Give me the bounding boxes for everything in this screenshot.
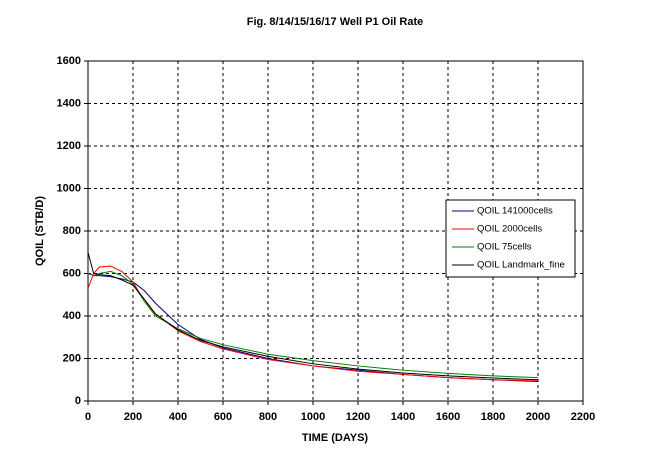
x-tick-label: 800 (259, 411, 277, 423)
x-tick-label: 400 (169, 411, 187, 423)
y-axis-title: QOIL (STB/D) (34, 196, 46, 266)
x-tick-label: 1000 (301, 411, 325, 423)
y-tick-label: 400 (63, 310, 81, 322)
y-tick-label: 1400 (57, 97, 81, 109)
series-line (87, 265, 539, 382)
legend-box (445, 199, 576, 278)
series-line (87, 252, 539, 381)
y-tick-label: 1200 (57, 140, 81, 152)
y-tick-label: 800 (63, 225, 81, 237)
chart-title: Fig. 8/14/15/16/17 Well P1 Oil Rate (247, 16, 424, 28)
y-tick-label: 200 (63, 352, 81, 364)
legend-label: QOIL 75cells (477, 242, 532, 253)
y-tick-label: 1600 (57, 55, 81, 67)
x-axis-title: TIME (DAYS) (302, 432, 369, 444)
plot-border (87, 60, 584, 402)
x-tick-label: 2200 (571, 411, 595, 423)
y-tick-label: 1000 (57, 182, 81, 194)
series-line (87, 270, 539, 379)
x-tick-label: 0 (85, 411, 91, 423)
x-tick-label: 600 (214, 411, 232, 423)
legend-label: QOIL Landmark_fine (477, 260, 565, 271)
y-tick-label: 600 (63, 267, 81, 279)
y-tick-label: 0 (75, 395, 81, 407)
x-tick-label: 1800 (481, 411, 505, 423)
x-tick-label: 2000 (526, 411, 550, 423)
legend-label: QOIL 141000cells (477, 206, 553, 217)
x-tick-label: 1600 (436, 411, 460, 423)
x-tick-label: 1400 (391, 411, 415, 423)
x-tick-label: 1200 (346, 411, 370, 423)
legend-label: QOIL 2000cells (477, 224, 542, 235)
x-tick-label: 200 (124, 411, 142, 423)
